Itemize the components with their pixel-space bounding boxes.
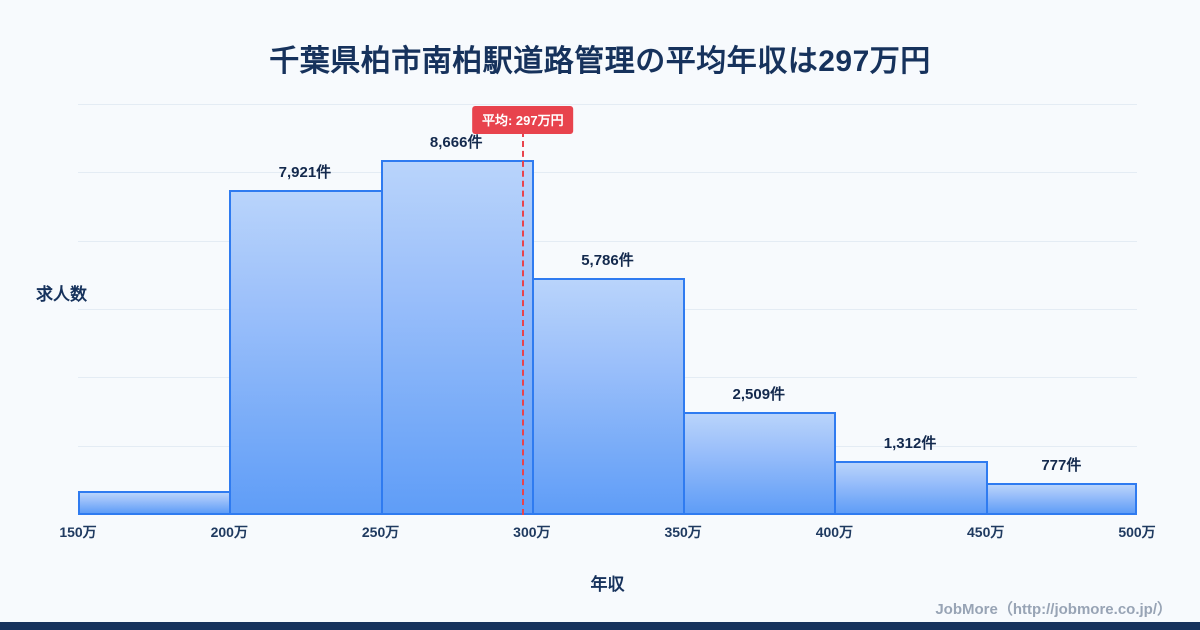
x-axis: 150万 200万 250万 300万 350万 400万 450万 500万 — [59, 522, 1155, 542]
x-tick-label: 250万 — [361, 524, 400, 540]
bar-count-label: 777件 — [1041, 457, 1082, 474]
average-line — [521, 131, 524, 515]
chart-plot-area: 7,921件 8,666件 5,786件 2,509件 1,312件 777件 平均: 29… — [78, 104, 1137, 515]
watermark: JobMore（http://jobmore.co.jp/） — [935, 601, 1172, 618]
bar-count-label: 7,921件 — [278, 164, 332, 181]
histogram-bar-250万-300万 — [380, 160, 534, 515]
x-axis-title: 年収 — [590, 575, 625, 594]
gridline — [78, 104, 1137, 105]
histogram-bar-400万-450万 — [834, 461, 988, 515]
histogram-bar-150万-200万 — [78, 491, 232, 515]
bar-count-label: 1,312件 — [883, 435, 937, 452]
x-tick-label: 400万 — [815, 524, 854, 540]
average-badge: 平均: 297万円 — [471, 106, 574, 134]
x-tick-label: 300万 — [513, 524, 551, 540]
histogram-bar-450万-500万 — [985, 483, 1137, 515]
x-tick-label: 450万 — [967, 524, 1005, 540]
bar-count-label: 5,786件 — [581, 252, 634, 269]
y-axis-title: 求人数 — [36, 285, 87, 304]
gridline — [78, 172, 1137, 174]
footer-strip — [0, 622, 1200, 630]
x-tick-label: 500万 — [1118, 524, 1156, 540]
x-tick-label: 200万 — [210, 524, 248, 540]
bar-count-label: 8,666件 — [429, 134, 483, 151]
histogram-bar-350万-400万 — [683, 412, 837, 515]
histogram-bar-300万-350万 — [531, 278, 686, 515]
page-title: 千葉県柏市南柏駅道路管理の平均年収は297万円 — [269, 45, 931, 78]
x-tick-label: 150万 — [59, 524, 97, 540]
bar-count-label: 2,509件 — [732, 386, 786, 403]
x-tick-label: 350万 — [664, 524, 702, 540]
gridline — [78, 240, 1137, 242]
histogram-bar-200万-250万 — [229, 190, 383, 515]
